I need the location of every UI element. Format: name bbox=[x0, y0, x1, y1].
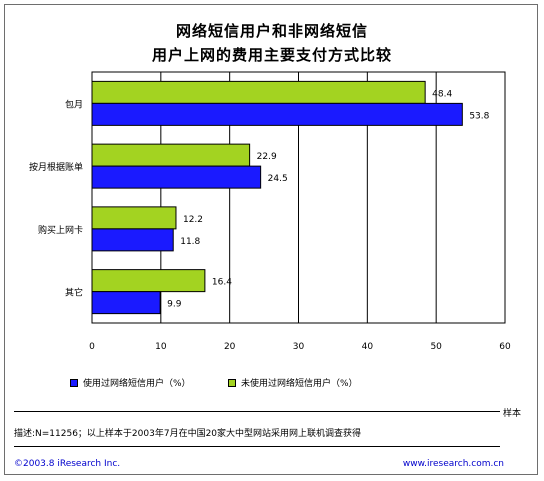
sample-note: 描述:N=11256；以上样本于2003年7月在中国20家大中型网站采用网上联机… bbox=[14, 429, 362, 439]
x-tick-label: 60 bbox=[499, 342, 511, 352]
footer-copyright: ©2003.8 iResearch Inc. bbox=[14, 459, 121, 469]
x-tick-label: 40 bbox=[362, 342, 374, 352]
data-label: 24.5 bbox=[268, 174, 288, 184]
data-label: 22.9 bbox=[257, 152, 277, 162]
category-label: 其它 bbox=[65, 287, 83, 299]
legend-item-users: 使用过网络短信用户（%） bbox=[70, 376, 191, 389]
divider-bottom bbox=[14, 446, 500, 447]
data-label: 9.9 bbox=[167, 300, 182, 310]
data-label: 11.8 bbox=[180, 237, 200, 247]
x-tick-label: 30 bbox=[293, 342, 305, 352]
chart-title-line2: 用户上网的费用主要支付方式比较 bbox=[151, 46, 392, 64]
chart-title-line1: 网络短信用户和非网络短信 bbox=[175, 22, 368, 40]
legend-label-nonusers: 未使用过网络短信用户（%） bbox=[241, 379, 358, 389]
bar-users bbox=[91, 165, 262, 189]
bar-nonusers bbox=[91, 80, 426, 104]
legend-swatch-users bbox=[70, 378, 78, 387]
data-label: 53.8 bbox=[469, 111, 489, 121]
data-label: 48.4 bbox=[432, 89, 452, 99]
x-tick-label: 10 bbox=[155, 342, 167, 352]
category-label: 按月根据账单 bbox=[29, 161, 83, 173]
x-tick-label: 20 bbox=[224, 342, 236, 352]
legend-item-nonusers: 未使用过网络短信用户（%） bbox=[228, 376, 358, 389]
data-label: 16.4 bbox=[212, 278, 232, 288]
bar-nonusers bbox=[91, 269, 206, 293]
data-label: 12.2 bbox=[183, 215, 203, 225]
category-label: 购买上网卡 bbox=[38, 224, 83, 236]
x-tick-label: 0 bbox=[89, 342, 95, 352]
bar-users bbox=[91, 102, 463, 126]
bar-chart: 0 10 20 30 40 50 60 48.4 53.8 包月 22.9 24.5 按月根据账单 12.… bbox=[29, 71, 511, 352]
x-tick-label: 50 bbox=[430, 342, 442, 352]
legend-swatch-nonusers bbox=[228, 378, 236, 387]
legend-label-users: 使用过网络短信用户（%） bbox=[83, 379, 191, 389]
sample-label: 样本 bbox=[503, 409, 522, 419]
bar-nonusers bbox=[91, 143, 251, 167]
divider-top bbox=[14, 411, 500, 412]
bar-users bbox=[91, 291, 161, 315]
bar-nonusers bbox=[91, 206, 177, 230]
bar-users bbox=[91, 228, 174, 252]
category-label: 包月 bbox=[65, 98, 83, 110]
plot-area bbox=[91, 71, 506, 324]
footer-website: www.iresearch.com.cn bbox=[402, 459, 504, 469]
